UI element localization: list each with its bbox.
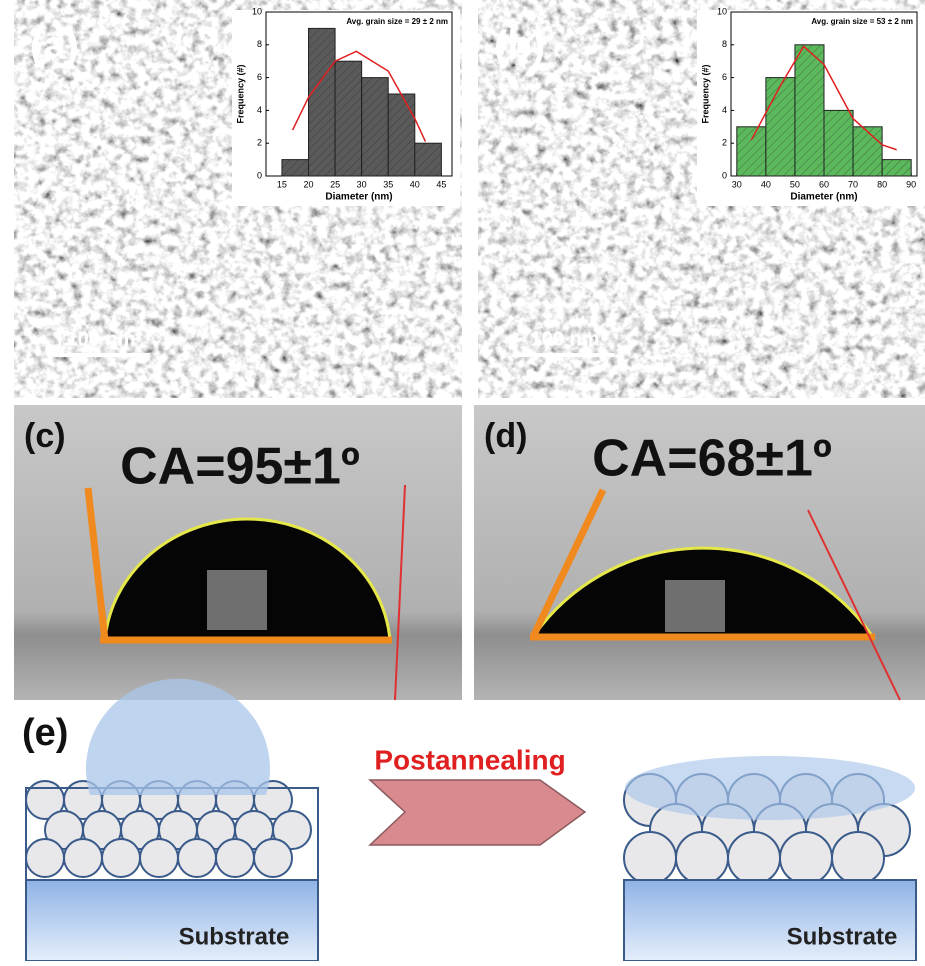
panel-label: (d) [484,417,527,455]
bar-hatch [415,143,442,176]
particle [178,839,216,877]
particle [676,832,728,884]
y-tick-label: 10 [252,6,262,16]
bar-hatch [882,160,911,176]
y-tick-label: 8 [257,39,262,49]
panel-label: (a) [30,24,79,68]
x-tick-label: 15 [277,179,287,189]
bar-hatch [335,61,362,176]
y-tick-label: 0 [257,170,262,180]
scale-label: 100 nm [531,328,600,350]
y-axis-label: Frequency (#) [700,64,710,123]
arrow [370,780,585,845]
bar-hatch [795,45,824,176]
particle [728,832,780,884]
x-tick-label: 80 [877,179,887,189]
x-tick-label: 20 [304,179,314,189]
particle-stack [624,756,915,884]
particle [216,839,254,877]
bar-hatch [388,94,415,176]
y-tick-label: 6 [257,72,262,82]
y-axis-label: Frequency (#) [235,64,245,123]
particle [140,839,178,877]
reflection [207,570,267,630]
x-axis-label: Diameter (nm) [790,192,857,203]
reflection [665,580,725,632]
x-tick-label: 70 [848,179,858,189]
x-axis-label: Diameter (nm) [325,192,392,203]
panel-label: (c) [24,417,66,455]
y-tick-label: 2 [722,138,727,148]
particle [780,832,832,884]
y-tick-label: 0 [722,170,727,180]
y-tick-label: 2 [257,138,262,148]
bar-hatch [824,110,853,176]
x-tick-label: 25 [330,179,340,189]
process-label: Postannealing [374,744,565,775]
panel-label: (b) [494,24,545,68]
particle [64,839,102,877]
page: {"panels":{"a":"(a)","b":"(b)","c":"(c)"… [0,0,925,966]
particle [254,839,292,877]
y-tick-label: 4 [722,105,727,115]
substrate-label: Substrate [787,923,898,950]
bar-hatch [766,78,795,176]
y-tick-label: 8 [722,39,727,49]
substrate-label: Substrate [179,923,290,950]
x-tick-label: 60 [819,179,829,189]
x-tick-label: 90 [906,179,916,189]
bar-hatch [282,160,309,176]
particle [102,839,140,877]
particle [26,839,64,877]
y-tick-label: 6 [722,72,727,82]
bar-hatch [309,28,336,176]
x-tick-label: 35 [383,179,393,189]
particle [832,832,884,884]
scale-label: 100 nm [67,328,136,350]
bar-hatch [362,78,389,176]
contact-angle: CA=95±1º [120,438,360,496]
bar-hatch [853,127,882,176]
x-tick-label: 45 [436,179,446,189]
contact-angle: CA=68±1º [592,430,832,488]
x-tick-label: 40 [410,179,420,189]
inset-title: Avg. grain size = 29 ± 2 nm [346,17,448,26]
x-tick-label: 30 [357,179,367,189]
bar-hatch [737,127,766,176]
x-tick-label: 40 [761,179,771,189]
y-tick-label: 10 [717,6,727,16]
x-tick-label: 30 [732,179,742,189]
particle-stack [26,679,318,880]
figure: (a) (b) 100 nm 100 nm 024681015202530354… [0,0,925,961]
film [625,756,915,820]
panel-label: (e) [22,712,68,754]
x-tick-label: 50 [790,179,800,189]
particle [624,832,676,884]
y-tick-label: 4 [257,105,262,115]
inset-title: Avg. grain size = 53 ± 2 nm [811,17,913,26]
